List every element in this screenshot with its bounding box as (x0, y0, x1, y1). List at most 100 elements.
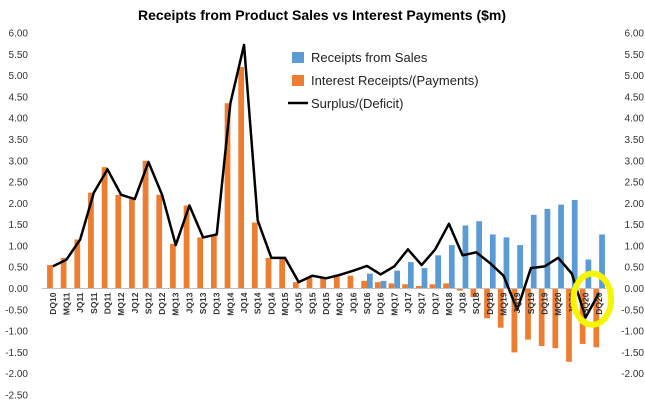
bar-interest-receipts (251, 222, 258, 289)
bar-interest-receipts (470, 288, 477, 298)
bar-interest-receipts (142, 160, 149, 289)
bar-interest-receipts (210, 235, 217, 289)
bar-receipts-from-sales (462, 225, 469, 289)
x-tick-label: JQ11 (75, 292, 85, 313)
x-tick-label: JQ16 (348, 292, 358, 313)
y-tick-left: 5.50 (9, 50, 29, 61)
bar-receipts-from-sales (558, 204, 564, 289)
y-tick-right: 5.00 (625, 71, 645, 82)
y-tick-right: 6.00 (625, 29, 645, 40)
bar-interest-receipts (156, 194, 163, 289)
x-tick-label: JQ15 (294, 292, 304, 313)
bar-receipts-from-sales (421, 268, 428, 289)
x-tick-label: DQ15 (321, 292, 331, 314)
bar-interest-receipts (552, 288, 559, 349)
y-tick-left: 5.00 (9, 71, 29, 82)
x-tick-label: SQ19 (526, 292, 536, 314)
y-tick-right: 0.00 (625, 284, 645, 295)
line-surplus-deficit (52, 43, 601, 319)
y-tick-right: 2.50 (625, 178, 645, 189)
x-tick-label: SQ14 (253, 292, 263, 314)
x-tick-label: MQ11 (61, 292, 71, 315)
legend-label-interest: Interest Receipts/(Payments) (311, 73, 479, 88)
bar-receipts-from-sales (380, 280, 387, 289)
y-tick-right: 2.00 (625, 199, 645, 210)
y-tick-right: -1.50 (621, 348, 644, 359)
bar-receipts-from-sales (366, 273, 373, 289)
x-tick-label: JQ17 (403, 292, 413, 313)
x-tick-label: DQ11 (102, 292, 112, 314)
y-tick-left: -2.50 (5, 391, 28, 402)
bar-interest-receipts (497, 288, 504, 328)
x-tick-label: SQ18 (471, 292, 481, 314)
x-tick-label: DQ10 (48, 292, 58, 314)
bar-interest-receipts (429, 284, 436, 289)
y-tick-right: 4.00 (625, 114, 645, 125)
x-tick-label: MQ16 (335, 292, 345, 315)
bar-receipts-from-sales (571, 199, 578, 289)
bar-receipts-from-sales (544, 208, 551, 289)
bar-interest-receipts (374, 282, 381, 289)
y-tick-right: 1.50 (625, 220, 645, 231)
bar-interest-receipts (579, 288, 586, 344)
x-tick-label: MQ17 (389, 292, 399, 315)
bar-interest-receipts (593, 288, 600, 348)
x-tick-label: JQ13 (184, 292, 194, 313)
annotations-group (570, 270, 615, 328)
x-tick-label: JQ19 (512, 292, 522, 313)
x-tick-label: SQ17 (417, 292, 427, 314)
y-tick-left: 1.50 (9, 220, 29, 231)
x-tick-label: MQ13 (171, 292, 181, 315)
bar-interest-receipts (197, 237, 204, 289)
x-tick-label: SQ12 (143, 292, 153, 314)
y-tick-left: 2.00 (9, 199, 29, 210)
bar-interest-receipts (224, 103, 231, 289)
bar-interest-receipts (333, 275, 340, 289)
y-tick-left: 0.00 (9, 284, 29, 295)
bar-interest-receipts (566, 288, 572, 362)
x-tick-label: SQ13 (198, 292, 208, 314)
bar-receipts-from-sales (448, 245, 455, 289)
bar-interest-receipts (443, 283, 449, 289)
y-tick-left: -1.50 (5, 348, 28, 359)
y-tick-right: 3.50 (625, 135, 645, 146)
x-tick-label: DQ17 (430, 292, 440, 314)
x-tick-label: SQ20 (581, 292, 591, 314)
bar-receipts-from-sales (489, 234, 496, 289)
y-tick-left: 2.50 (9, 178, 29, 189)
x-tick-label: MQ19 (499, 292, 509, 315)
bar-interest-receipts (484, 288, 490, 319)
bar-interest-receipts (292, 282, 299, 289)
bar-receipts-from-sales (517, 245, 523, 289)
legend-label-surplus: Surplus/(Deficit) (311, 96, 403, 111)
y-tick-right: 1.00 (625, 241, 645, 252)
bar-interest-receipts (538, 288, 545, 347)
y-tick-left: 0.50 (9, 263, 29, 274)
bar-receipts-from-sales (435, 255, 442, 289)
y-tick-right: -2.00 (621, 369, 644, 380)
y-tick-left: -1.00 (5, 327, 28, 338)
x-tick-label: JQ14 (239, 292, 249, 313)
bar-interest-receipts (347, 275, 354, 289)
y-tick-right: 3.00 (625, 156, 645, 167)
bar-interest-receipts (170, 243, 176, 289)
y-tick-left: 4.50 (9, 92, 29, 103)
bar-interest-receipts (525, 288, 531, 340)
x-tick-label: DQ18 (485, 292, 495, 314)
surplus-line-group (52, 43, 601, 319)
chart-title: Receipts from Product Sales vs Interest … (138, 7, 506, 23)
x-tick-label: SQ11 (89, 292, 99, 314)
bar-interest-receipts (47, 265, 53, 289)
bar-interest-receipts (402, 284, 408, 289)
bar-interest-receipts (115, 194, 122, 289)
y-tick-right: -1.00 (621, 327, 644, 338)
bar-interest-receipts (60, 257, 67, 289)
bar-receipts-from-sales (599, 234, 605, 289)
bar-receipts-from-sales (394, 270, 401, 289)
bar-interest-receipts (388, 283, 395, 289)
y-tick-left: 1.00 (9, 241, 29, 252)
x-tick-label: DQ12 (157, 292, 167, 314)
bar-interest-receipts (101, 167, 108, 289)
